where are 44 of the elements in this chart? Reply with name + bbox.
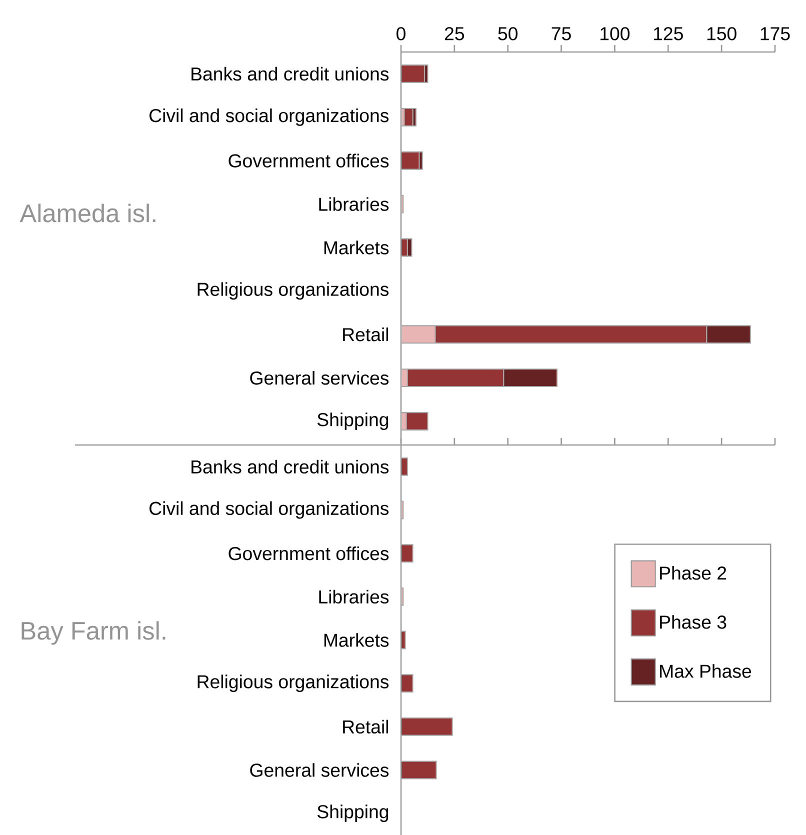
y-tick-label: Government offices: [228, 546, 389, 560]
y-tick-label: Markets: [324, 240, 389, 254]
y-tick-label: Libraries: [319, 590, 389, 604]
y-tick-label: Religious organizations: [198, 674, 389, 692]
bar: [400, 500, 404, 520]
x-tick-label: 25: [444, 27, 464, 40]
bar: [400, 674, 414, 693]
y-tick-label: Shipping: [317, 804, 388, 822]
bar: [400, 717, 453, 736]
y-tick-label: Shipping: [317, 412, 388, 430]
legend-label: Phase 2: [660, 566, 726, 580]
x-tick-label: 150: [707, 27, 736, 40]
y-tick-label: Civil and social organizations: [150, 501, 389, 519]
bar: [400, 194, 404, 214]
x-tick-label: 0: [396, 27, 406, 40]
bar: [404, 108, 414, 126]
x-tick-label: 100: [600, 27, 630, 40]
bar: [400, 151, 420, 170]
y-tick-label: Civil and social organizations: [150, 108, 389, 126]
y-tick-label: General services: [250, 763, 389, 777]
bar: [400, 457, 408, 476]
y-axis-title: Alameda isl.: [20, 204, 156, 222]
legend-label: Max Phase: [660, 664, 752, 678]
y-tick-label: Markets: [324, 633, 389, 647]
y-axis-title: Bay Farm isl.: [22, 621, 166, 645]
x-tick-label: 125: [654, 27, 683, 40]
y-tick-label: Retail: [343, 720, 388, 734]
y-tick-label: Government offices: [228, 154, 389, 168]
bar: [400, 544, 414, 563]
legend-label: Phase 3: [660, 615, 726, 629]
y-tick-label: Retail: [343, 328, 388, 342]
y-tick-label: Banks and credit unions: [192, 66, 389, 81]
y-tick-label: Banks and credit unions: [192, 460, 389, 474]
bar: [400, 587, 404, 606]
x-tick-label: 75: [552, 27, 571, 40]
y-tick-label: Libraries: [319, 197, 389, 211]
y-tick-label: Religious organizations: [198, 282, 389, 300]
bar: [400, 760, 437, 780]
bar: [400, 238, 408, 257]
y-tick-label: General services: [250, 370, 389, 385]
bar: [400, 630, 406, 650]
x-tick-label: 50: [498, 27, 518, 40]
x-tick-label: 175: [760, 27, 790, 40]
bar: [400, 64, 426, 83]
